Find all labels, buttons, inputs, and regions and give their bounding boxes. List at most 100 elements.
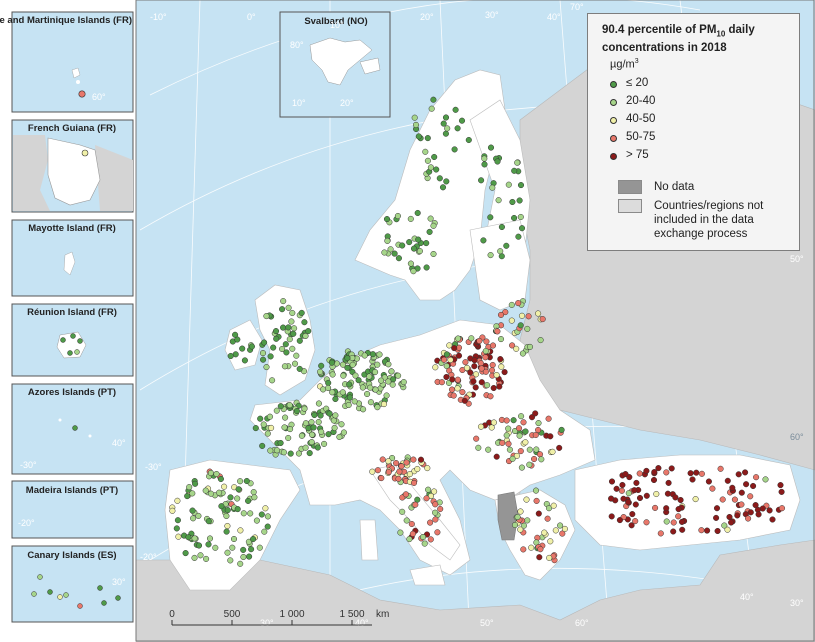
station-dot [270, 344, 277, 351]
station-dot [698, 527, 705, 534]
station-dot [482, 368, 489, 375]
station-dot [625, 499, 632, 506]
station-dot [745, 515, 752, 522]
station-dot [488, 367, 496, 374]
scale-tick-1500: 1 500 [339, 609, 364, 620]
station-dot [259, 350, 267, 357]
station-dot [408, 520, 415, 528]
station-dot [729, 484, 736, 491]
station-dot [237, 560, 244, 567]
station-dot [437, 505, 444, 513]
station-dot [544, 515, 551, 522]
station-dot [189, 507, 196, 514]
station-dot [389, 381, 396, 388]
station-dot [245, 497, 252, 504]
station-dot [705, 478, 712, 485]
station-dot [385, 468, 392, 476]
station-dot [677, 496, 684, 504]
station-dot [410, 456, 417, 463]
station-dot [285, 434, 292, 442]
station-dot [387, 246, 394, 253]
station-dot [305, 328, 312, 335]
station-dot [436, 175, 443, 182]
station-dot [663, 505, 670, 512]
station-dot [395, 255, 402, 262]
station-dot [478, 177, 485, 184]
station-dot [411, 114, 418, 121]
station-dot [175, 533, 182, 540]
station-dot [263, 364, 270, 371]
station-dot [481, 161, 488, 168]
station-dot [417, 456, 425, 463]
station-dot [227, 557, 234, 564]
station-dot [443, 178, 450, 185]
station-dot [241, 357, 248, 364]
station-dot [223, 512, 230, 520]
station-dot [326, 410, 333, 417]
station-dot [269, 377, 276, 384]
station-dot [517, 213, 524, 221]
station-dot [367, 384, 374, 391]
station-dot [409, 530, 416, 537]
station-dot [432, 516, 439, 523]
station-dot [388, 368, 395, 375]
station-dot [252, 425, 259, 432]
station-dot [531, 455, 538, 463]
station-dot [248, 343, 255, 350]
station-dot [743, 481, 750, 488]
station-dot [251, 494, 258, 501]
station-dot [653, 490, 660, 498]
station-dot [366, 373, 373, 380]
station-dot [482, 348, 489, 355]
station-dot [489, 184, 496, 191]
insets-column: Guadeloupe and Martinique Islands (FR) 6… [0, 0, 136, 642]
station-dot [470, 378, 477, 385]
station-dot [308, 439, 315, 446]
grat-main-16: 40° [740, 592, 754, 602]
station-dot [360, 406, 367, 413]
station-dot [520, 546, 527, 553]
station-dot [383, 392, 390, 399]
station-dot [670, 519, 677, 526]
legend-swatch-no-data [618, 180, 642, 194]
legend-label-le20: ≤ 20 [626, 77, 649, 89]
grat-main-8: 40° [547, 12, 561, 22]
station-dot [432, 509, 439, 516]
station-dot [302, 332, 309, 340]
station-dot [279, 306, 286, 313]
station-dot [424, 465, 431, 472]
station-dot [185, 534, 192, 541]
station-dot [509, 342, 516, 349]
station-dot [399, 508, 406, 515]
scale-tick-1000: 1 000 [279, 609, 304, 620]
station-dot [385, 378, 392, 385]
station-dot [498, 253, 505, 260]
station-dot [191, 535, 198, 542]
station-dot [487, 214, 494, 221]
grat-main-14: 50° [480, 618, 494, 628]
station-dot [315, 400, 322, 407]
station-dot [485, 446, 492, 453]
station-dot [232, 351, 239, 358]
station-dot [496, 383, 503, 390]
station-dot [698, 470, 705, 477]
scale-tick-500: 500 [224, 609, 241, 620]
grat-main-6: 20° [420, 12, 434, 22]
station-dot [423, 240, 430, 247]
station-dot [260, 356, 267, 363]
station-dot [616, 517, 623, 524]
station-dot [549, 448, 556, 455]
station-dot [395, 372, 402, 379]
station-dot [321, 440, 328, 447]
station-dot [513, 452, 520, 459]
station-dot [282, 341, 289, 348]
station-dot [503, 432, 510, 439]
legend-title-sub: 10 [716, 29, 726, 39]
station-dot [747, 493, 754, 500]
station-dot [224, 507, 231, 514]
legend-unit-sup: 3 [634, 58, 639, 65]
station-dot [709, 485, 716, 492]
station-dot [290, 330, 297, 337]
station-dot [550, 502, 557, 509]
station-dot [493, 453, 500, 460]
